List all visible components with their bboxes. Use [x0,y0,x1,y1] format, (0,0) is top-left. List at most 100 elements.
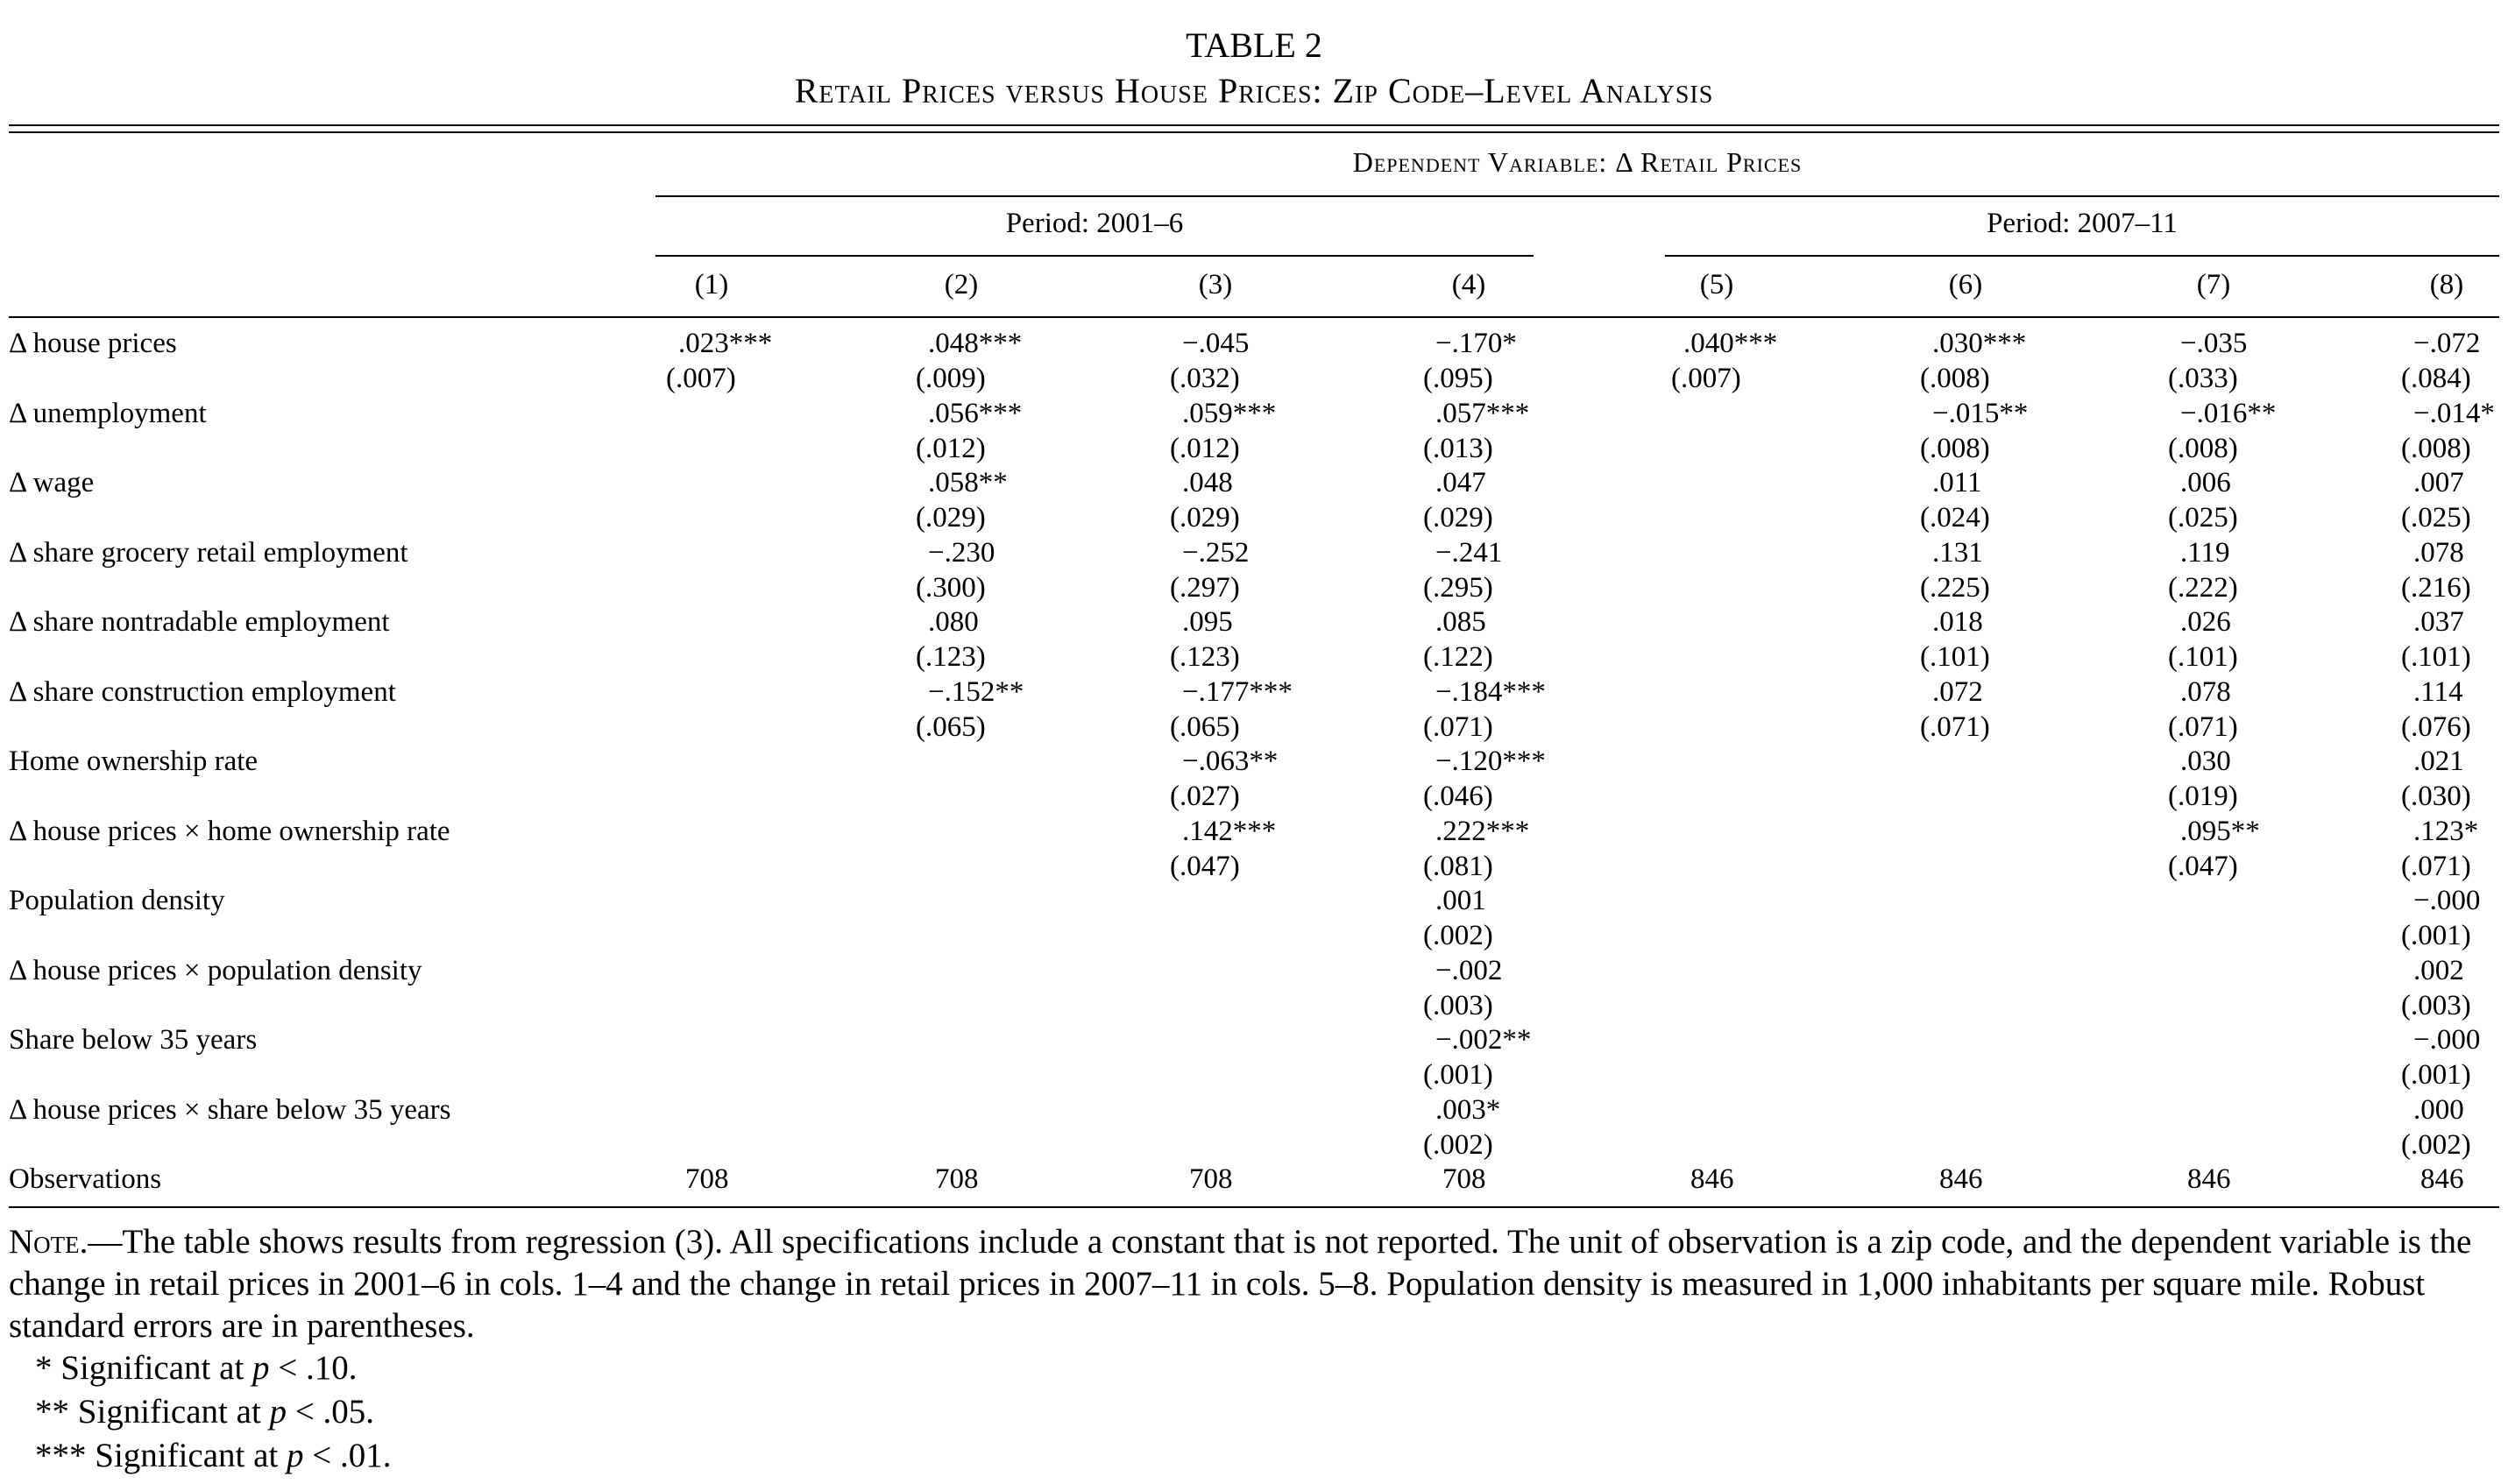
coefficient-cell: .048 [1182,467,1233,498]
standard-error-cell: (.033) [2168,363,2238,394]
sig-text: Significant at [95,1437,279,1474]
coefficient-cell: −.015** [1932,397,2029,429]
coefficient-cell: −.170* [1435,328,1517,359]
sig-threshold: < .05. [294,1393,375,1431]
standard-error-cell: (.071) [1920,710,1990,743]
coefficient-cell: .023*** [678,328,773,359]
observations-cell: 708 [1189,1163,1233,1195]
standard-error-cell: (.084) [2401,363,2471,394]
coefficient-cell: .056*** [928,397,1023,429]
observations-cell: 846 [2187,1163,2231,1195]
coefficient-cell: .131 [1932,536,1983,569]
coefficient-cell: .114 [2413,675,2463,708]
row-label: Δ house prices × home ownership rate [9,815,450,847]
standard-error-cell: (.019) [2168,781,2238,812]
standard-error-cell: (.009) [916,363,986,394]
top-rule-1 [9,124,2499,126]
column-header: (6) [1948,269,1983,300]
standard-error-cell: (.047) [2168,850,2238,882]
coefficient-cell: −.000 [2413,885,2481,916]
row-label: Δ house prices × population density [9,954,422,986]
standard-error-cell: (.003) [2401,989,2471,1021]
observations-cell: 846 [1939,1163,1983,1195]
coefficient-cell: −.063** [1182,746,1279,777]
bottom-rule [9,1206,2499,1208]
row-label: Δ house prices × share below 35 years [9,1093,451,1126]
standard-error-cell: (.002) [1423,920,1493,951]
standard-error-cell: (.225) [1920,571,1990,604]
coefficient-cell: .078 [2180,675,2231,708]
coefficient-cell: .123* [2413,815,2479,847]
coefficient-cell: .080 [928,606,979,638]
coefficient-cell: −.241 [1435,536,1503,569]
row-label: Δ share construction employment [9,675,396,708]
coefficient-cell: −.177*** [1182,675,1293,708]
coefficient-cell: −.002 [1435,954,1503,986]
coefficient-cell: .000 [2413,1093,2464,1126]
coefficient-cell: .003* [1435,1093,1501,1126]
coefficient-cell: .002 [2413,954,2464,986]
coefficient-cell: .040*** [1683,328,1778,359]
coefficient-cell: .011 [1932,467,1982,498]
top-rule-2 [9,131,2499,133]
row-label: Share below 35 years [9,1024,258,1056]
coefficient-cell: .001 [1435,885,1486,916]
standard-error-cell: (.081) [1423,850,1493,882]
period-underline-2 [1665,255,2499,257]
coefficient-cell: .222*** [1435,815,1530,847]
coefficient-cell: .095 [1182,606,1233,638]
coefficient-cell: .048*** [928,328,1023,359]
observations-cell: 708 [1442,1163,1486,1195]
standard-error-cell: (.025) [2168,502,2238,534]
column-header: (8) [2429,269,2464,300]
standard-error-cell: (.008) [2168,432,2238,464]
standard-error-cell: (.008) [1920,432,1990,464]
row-label: Population density [9,885,225,916]
coefficient-cell: .021 [2413,746,2464,777]
column-header: (1) [694,269,729,300]
standard-error-cell: (.123) [916,641,986,673]
coefficient-cell: .026 [2180,606,2231,638]
standard-error-cell: (.071) [1423,710,1493,743]
standard-error-cell: (.300) [916,571,986,604]
standard-error-cell: (.216) [2401,571,2471,604]
sig-text: Significant at [77,1393,261,1431]
standard-error-cell: (.025) [2401,502,2471,534]
standard-error-cell: (.295) [1423,571,1493,604]
sig-stars: ** [35,1393,69,1431]
standard-error-cell: (.222) [2168,571,2238,604]
significance-note: ** Significant at p < .05. [35,1391,374,1433]
table-title: TABLE 2 [1186,25,1322,65]
standard-error-cell: (.071) [2168,710,2238,743]
column-header: (5) [1699,269,1734,300]
coefficient-cell: −.072 [2413,328,2481,359]
note-text: —The table shows results from regression… [9,1223,2472,1345]
coefficient-cell: .059*** [1182,397,1277,429]
observations-cell: 846 [2420,1163,2464,1195]
standard-error-cell: (.101) [1920,641,1990,673]
standard-error-cell: (.046) [1423,781,1493,812]
standard-error-cell: (.122) [1423,641,1493,673]
table-subtitle: Retail Prices versus House Prices: Zip C… [794,71,1714,110]
row-label: Δ unemployment [9,397,207,429]
coefficient-cell: −.230 [928,536,995,569]
observations-cell: 846 [1690,1163,1734,1195]
significance-note: *** Significant at p < .01. [35,1435,392,1477]
standard-error-cell: (.029) [916,502,986,534]
dependent-variable-header: Dependent Variable: Δ Retail Prices [1352,146,1803,178]
coefficient-cell: .072 [1932,675,1983,708]
standard-error-cell: (.101) [2401,641,2471,673]
standard-error-cell: (.008) [1920,363,1990,394]
sig-p: p [287,1437,304,1474]
standard-error-cell: (.001) [2401,1059,2471,1091]
sig-text: Significant at [60,1349,244,1387]
coefficient-cell: −.016** [2180,397,2277,429]
standard-error-cell: (.297) [1170,571,1240,604]
standard-error-cell: (.095) [1423,363,1493,394]
coefficient-cell: .018 [1932,606,1983,638]
standard-error-cell: (.003) [1423,989,1493,1021]
coefficient-cell: .119 [2180,536,2230,569]
standard-error-cell: (.101) [2168,641,2238,673]
standard-error-cell: (.001) [2401,920,2471,951]
standard-error-cell: (.032) [1170,363,1240,394]
